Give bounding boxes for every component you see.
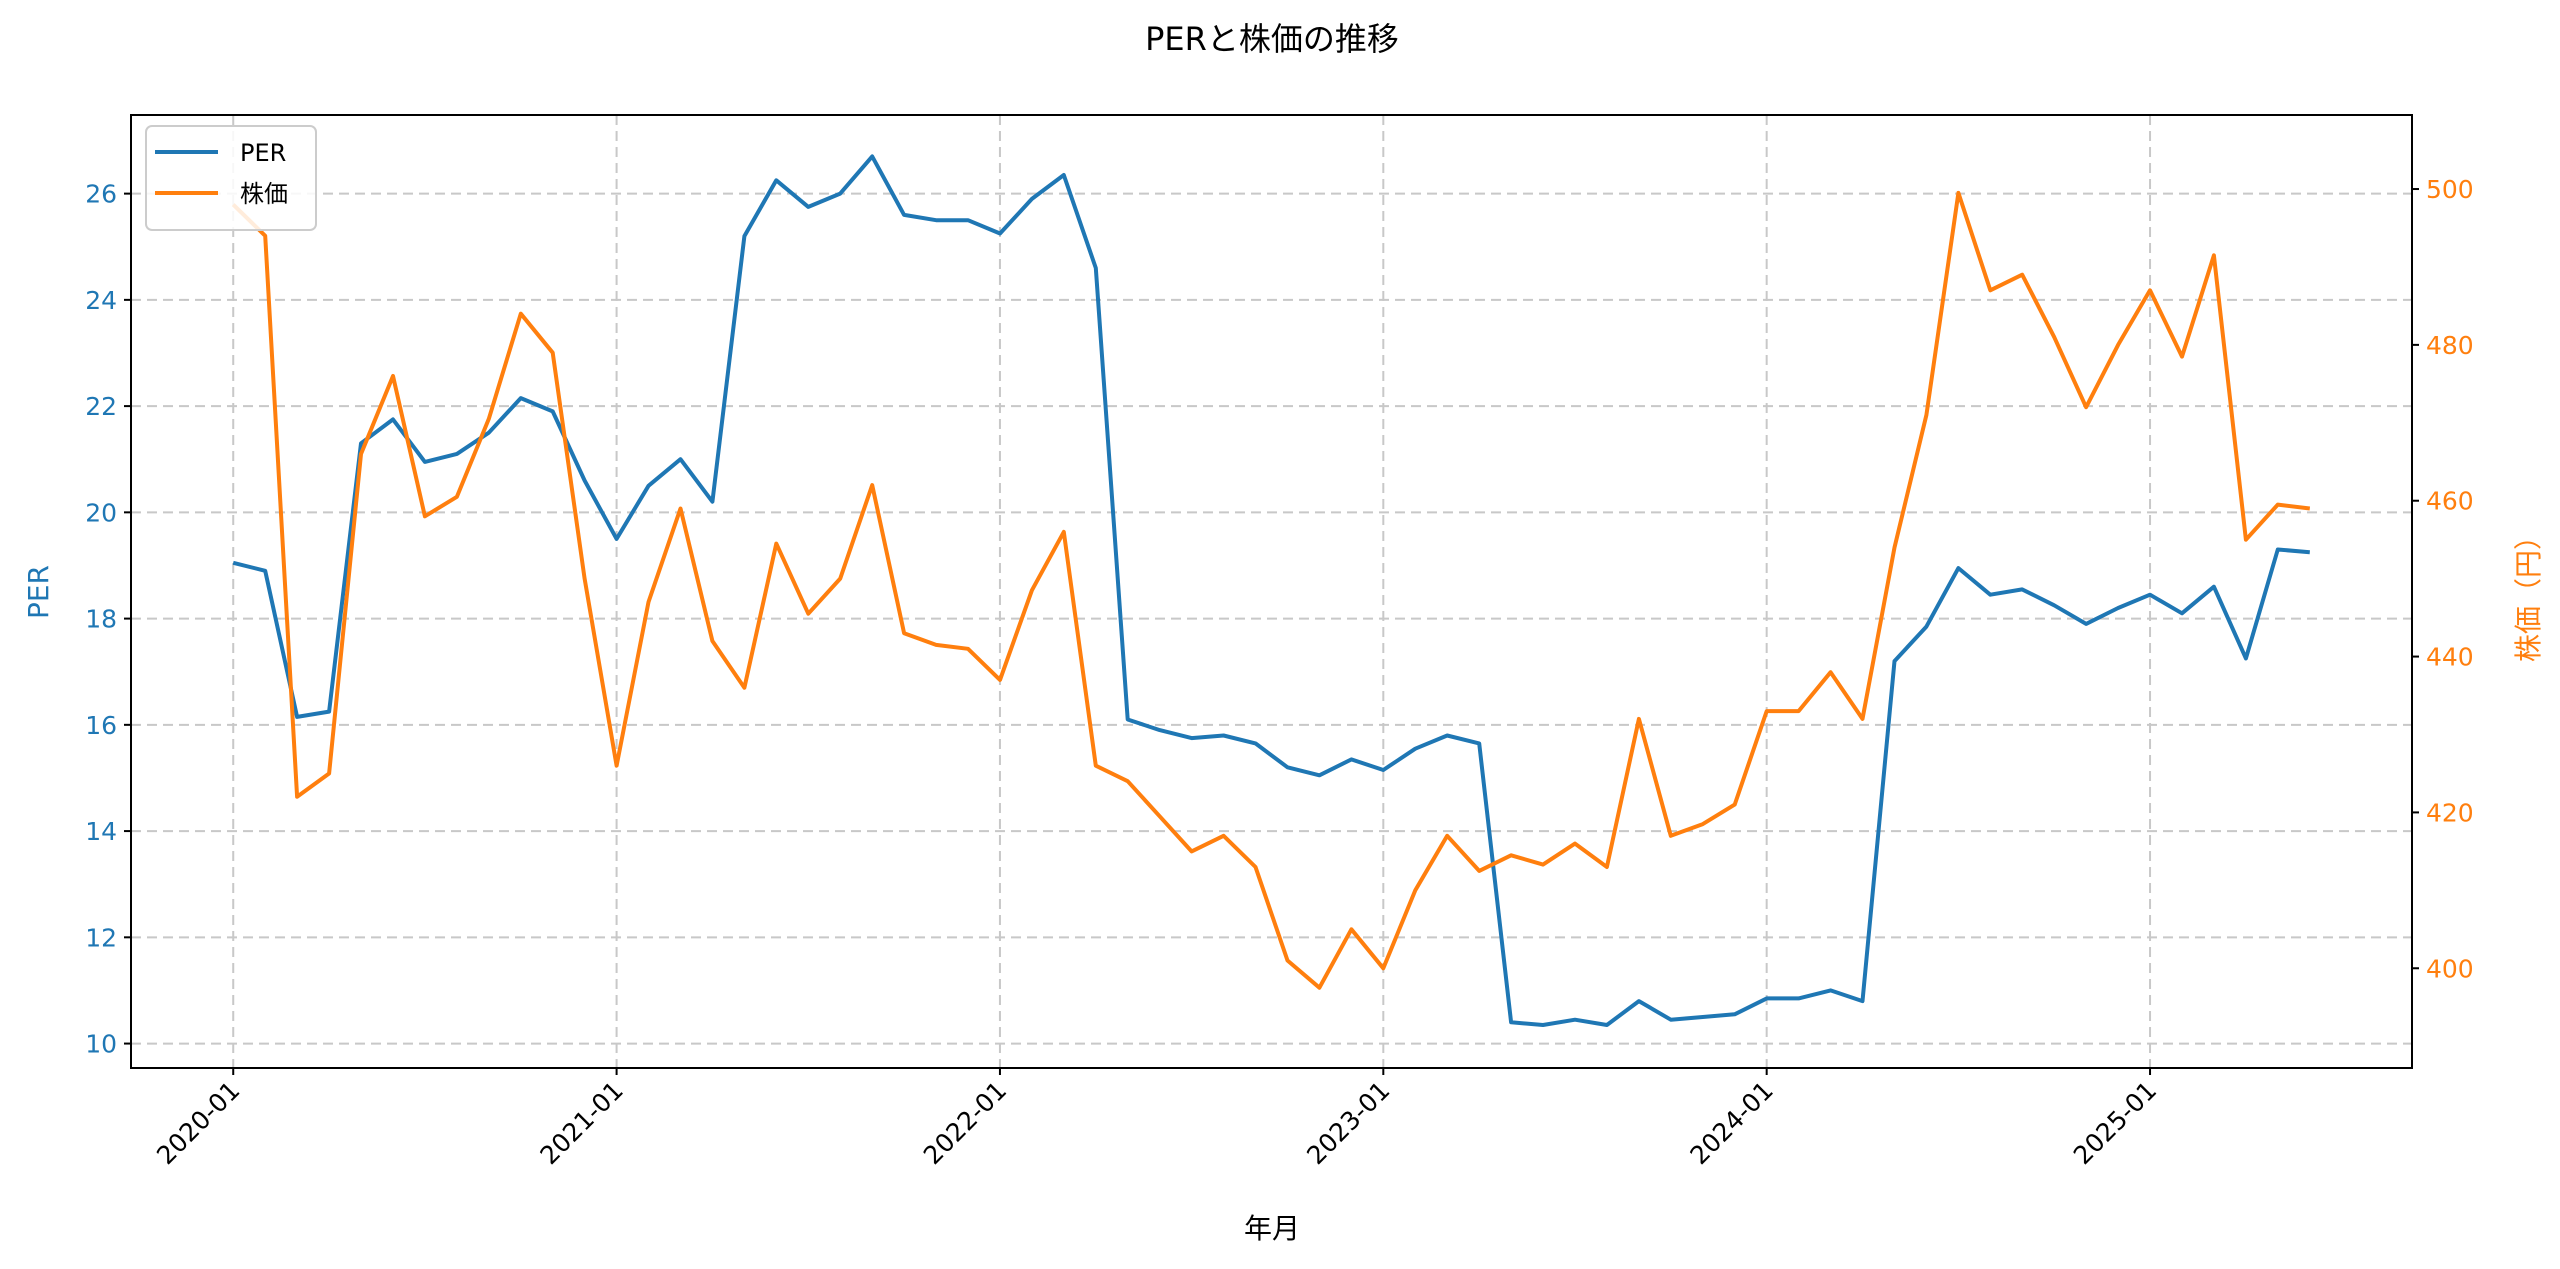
y-tick-label-left: 18 xyxy=(85,605,117,634)
chart-title: PERと株価の推移 xyxy=(1145,20,1399,58)
y-tick-label-left: 20 xyxy=(85,498,117,527)
y-tick-label-left: 26 xyxy=(85,180,117,209)
x-axis-label: 年月 xyxy=(1244,1212,1300,1245)
y-axis-label-left: PER xyxy=(22,565,55,619)
per-line xyxy=(232,154,2310,1027)
y-tick-label-right: 400 xyxy=(2426,954,2474,983)
y-tick-label-left: 12 xyxy=(85,923,117,952)
y-tick-label-right: 500 xyxy=(2426,175,2474,204)
grid xyxy=(131,115,2412,1068)
stock-price-line xyxy=(231,190,2311,990)
y-tick-label-right: 420 xyxy=(2426,798,2474,827)
y-tick-label-right: 440 xyxy=(2426,643,2474,672)
y-tick-label-left: 22 xyxy=(85,392,117,421)
y-tick-label-right: 480 xyxy=(2426,331,2474,360)
y-tick-label-left: 16 xyxy=(85,711,117,740)
series-lines xyxy=(231,154,2311,1027)
y-tick-label-left: 10 xyxy=(85,1030,117,1059)
legend-label-per: PER xyxy=(240,139,286,167)
legend: PER 株価 xyxy=(145,125,317,231)
legend-label-price: 株価 xyxy=(240,180,288,208)
legend-box xyxy=(145,125,317,231)
y-axis-label-right: 株価（円） xyxy=(2512,522,2545,662)
y-tick-label-right: 460 xyxy=(2426,487,2474,516)
y-tick-label-left: 24 xyxy=(85,286,117,315)
plot-frame xyxy=(130,114,2413,1069)
y-tick-label-left: 14 xyxy=(85,817,117,846)
